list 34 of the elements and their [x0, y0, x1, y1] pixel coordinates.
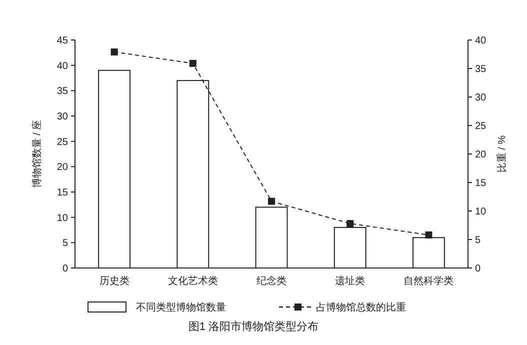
legend-label: 占博物馆总数的比重	[316, 302, 406, 314]
x-tick-label: 纪念类	[256, 275, 286, 287]
y2-tick-label: 0	[475, 264, 481, 274]
text: 图1 洛阳市博物馆类型分布	[188, 320, 319, 333]
y2-tick-label: 40	[475, 36, 487, 46]
y2-tick-label: 10	[475, 206, 487, 218]
point	[189, 60, 196, 67]
point	[110, 48, 118, 56]
y-tick-label: 5	[62, 238, 68, 250]
x-tick-label: 历史类	[99, 275, 130, 287]
y-axis-title: 博物馆数量 / 座	[31, 120, 43, 188]
point	[425, 231, 432, 238]
y-tick-label: 15	[56, 188, 68, 198]
point	[346, 220, 354, 228]
y-tick-label: 0	[62, 264, 68, 274]
y2-tick-label: 30	[475, 92, 487, 104]
y-tick-label: 10	[56, 212, 68, 224]
x-tick-label: 文化艺术类	[168, 275, 218, 287]
y2-tick-label: 20	[475, 150, 487, 160]
y2-tick-label: 25	[475, 121, 487, 132]
y2-tick-label: 35	[475, 64, 487, 75]
y-tick-label: 30	[56, 112, 68, 122]
y2-tick-label: 5	[475, 235, 481, 246]
y-tick-label: 35	[56, 86, 68, 98]
point	[268, 198, 275, 205]
y-tick-label: 45	[56, 36, 68, 46]
y-tick-label: 25	[56, 136, 68, 148]
x-tick-label: 自然科学类	[404, 275, 454, 287]
y2-axis-title: 比重 / %	[496, 135, 508, 173]
y-tick-label: 40	[56, 60, 68, 72]
y2-tick-label: 15	[475, 178, 487, 189]
y-tick-label: 20	[56, 162, 68, 174]
x-tick-label: 遗址类	[335, 275, 366, 287]
legend-label: 不同类型博物馆数量	[136, 302, 226, 314]
